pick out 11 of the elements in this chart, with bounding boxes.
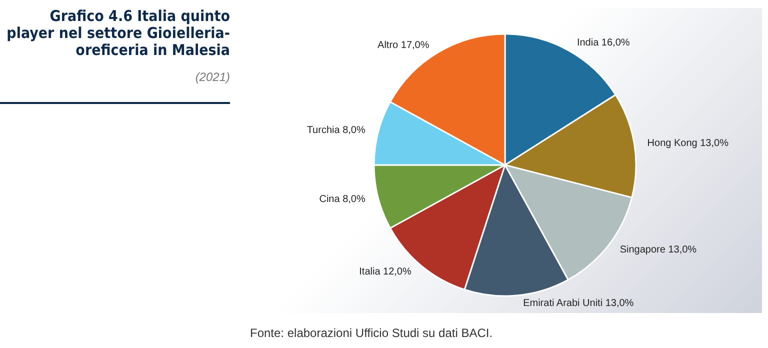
- text: Grafico 4.6 Italia quinto player nel settore Gioielleria-oreficeria in Malesia: [6, 7, 230, 59]
- slice-label: Emirati Arabi Uniti 13,0%: [523, 298, 634, 309]
- slice-label: Altro 17,0%: [378, 40, 430, 51]
- slice-label: Hong Kong 13,0%: [647, 138, 729, 149]
- slice-label: Italia 12,0%: [359, 266, 412, 278]
- slice-label: Turchia 8,0%: [306, 124, 366, 136]
- slice-label: India 16,0%: [576, 38, 630, 49]
- slice-label: Cina 8,0%: [319, 194, 366, 206]
- source-note: Fonte: elaborazioni Ufficio Studi su dati BACI.: [250, 326, 493, 340]
- text: (2021): [194, 70, 230, 84]
- slice-label: Singapore 13,0%: [620, 244, 697, 256]
